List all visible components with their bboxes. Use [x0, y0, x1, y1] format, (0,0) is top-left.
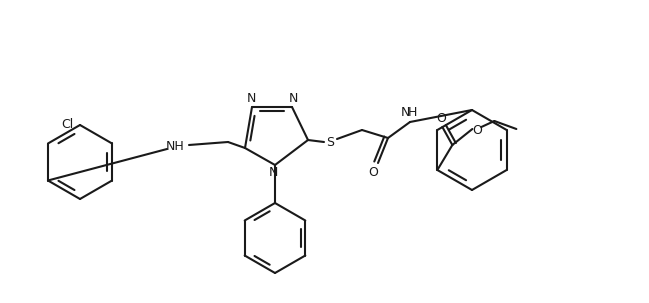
Text: Cl: Cl — [61, 118, 73, 132]
Text: NH: NH — [165, 139, 184, 152]
Text: N: N — [400, 106, 410, 119]
Text: S: S — [326, 135, 334, 148]
Text: O: O — [472, 125, 482, 138]
Text: N: N — [288, 92, 298, 105]
Text: N: N — [247, 92, 256, 105]
Text: O: O — [436, 112, 447, 125]
Text: O: O — [368, 165, 378, 178]
Text: H: H — [408, 106, 417, 119]
Text: N: N — [268, 167, 278, 179]
